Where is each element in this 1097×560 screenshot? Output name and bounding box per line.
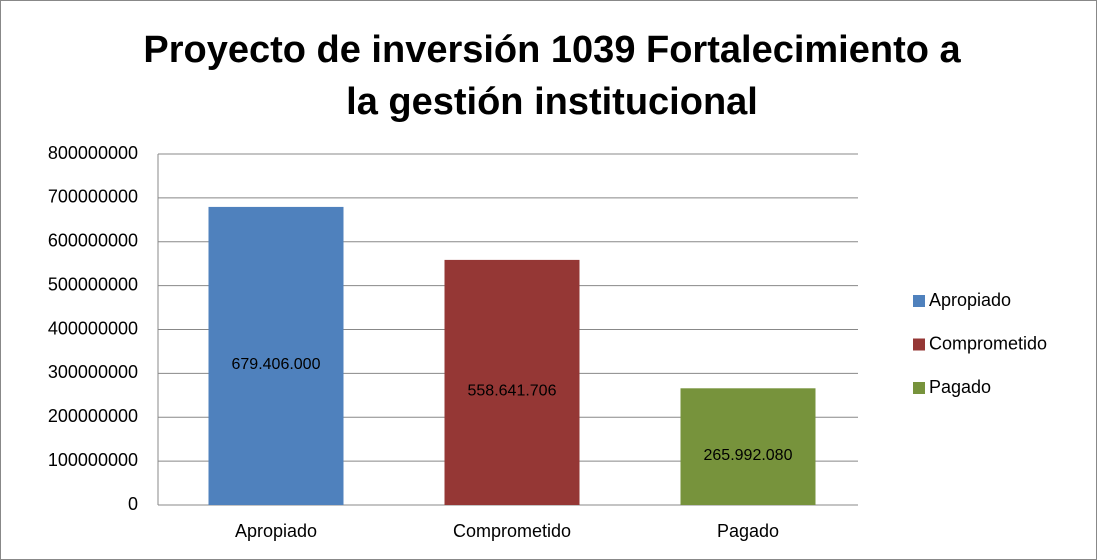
legend-swatch: [913, 338, 925, 351]
y-tick-label: 0: [128, 494, 138, 514]
bar: [208, 206, 344, 505]
x-tick-label: Apropiado: [235, 521, 317, 541]
y-tick-label: 700000000: [48, 187, 138, 207]
y-tick-label: 300000000: [48, 362, 138, 382]
legend-swatch: [913, 295, 925, 307]
legend-label: Comprometido: [929, 333, 1047, 353]
y-tick-label: 500000000: [48, 274, 138, 294]
legend-label: Pagado: [929, 377, 991, 397]
data-label: 679.406.000: [232, 356, 321, 373]
bar: [444, 259, 580, 505]
y-tick-label: 400000000: [48, 318, 138, 338]
legend-label: Apropiado: [929, 290, 1011, 310]
data-label: 265.992.080: [704, 447, 793, 464]
y-tick-label: 100000000: [48, 450, 138, 470]
bar: [680, 388, 816, 505]
y-tick-label: 600000000: [48, 231, 138, 251]
chart-title: Proyecto de inversión 1039 Fortalecimien…: [143, 29, 961, 71]
y-tick-label: 200000000: [48, 406, 138, 426]
data-label: 558.641.706: [468, 383, 557, 400]
chart-title: la gestión institucional: [346, 81, 758, 123]
legend-swatch: [913, 382, 925, 394]
y-tick-label: 800000000: [48, 143, 138, 163]
x-tick-label: Pagado: [717, 521, 779, 541]
x-tick-label: Comprometido: [453, 521, 571, 541]
